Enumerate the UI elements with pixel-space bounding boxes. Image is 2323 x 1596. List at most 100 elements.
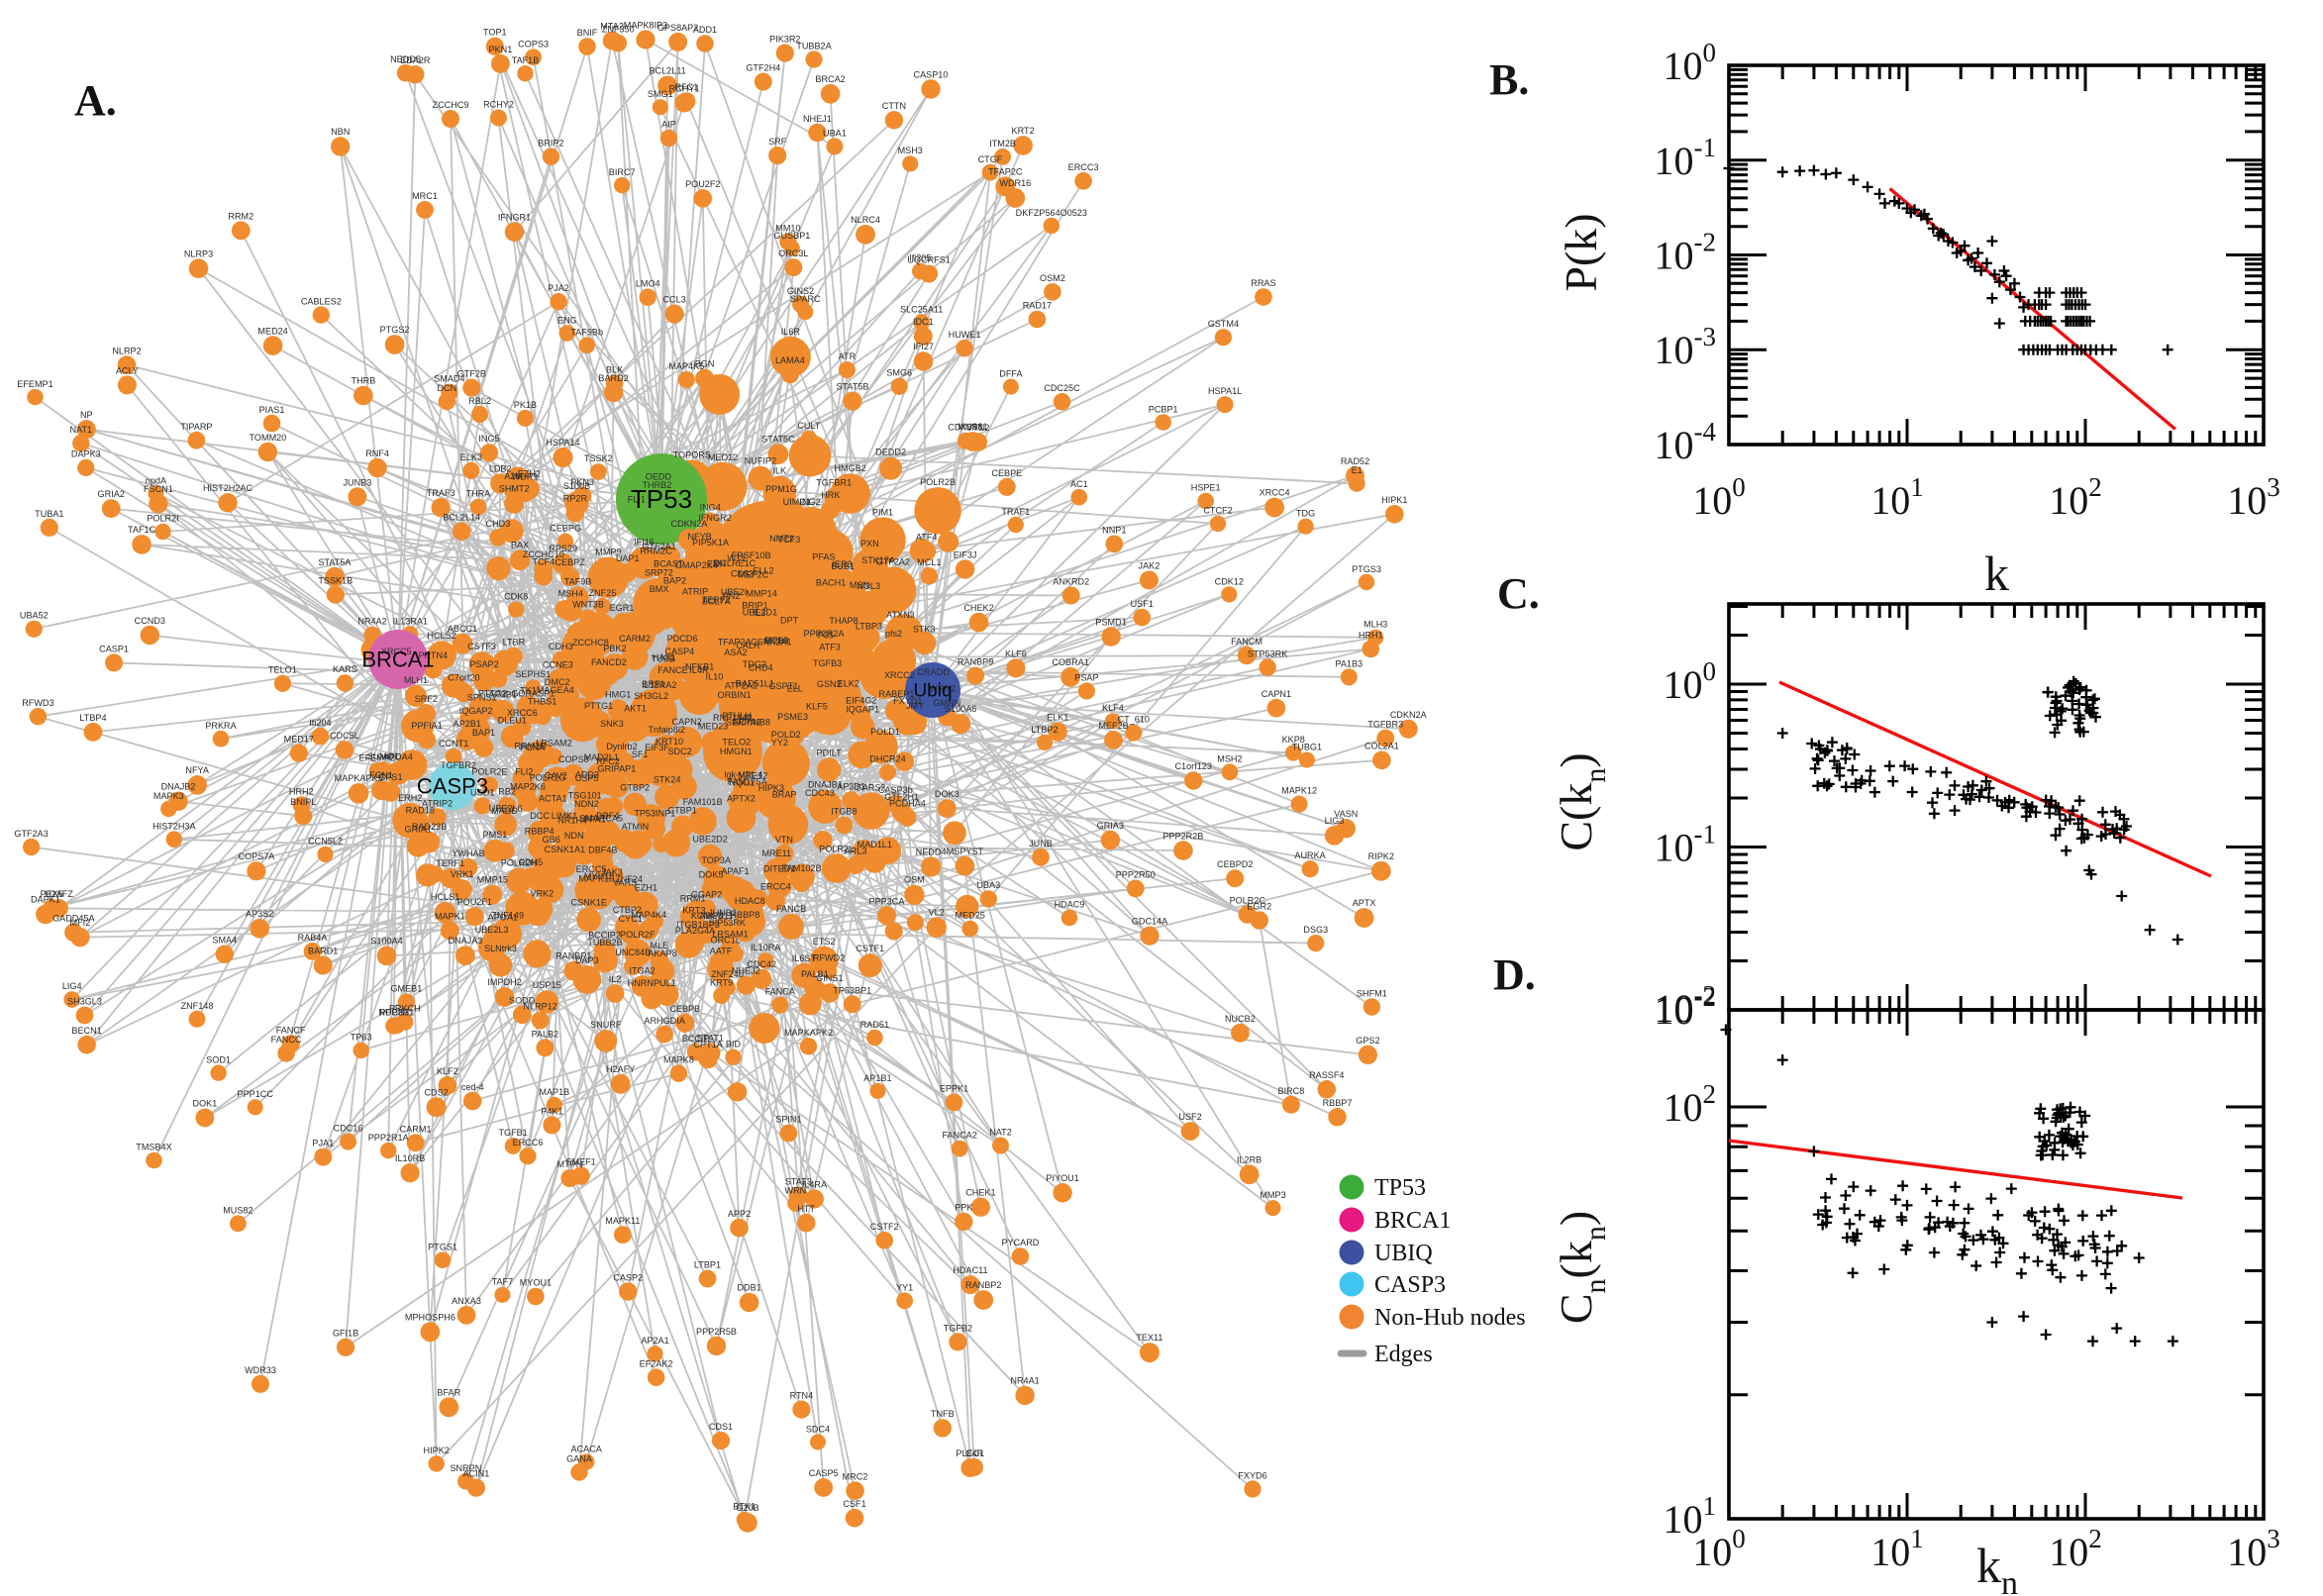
- svg-text:UIMC1: UIMC1: [783, 497, 811, 507]
- svg-text:IFI16: IFI16: [634, 537, 655, 547]
- svg-text:AP2A1: AP2A1: [641, 1336, 668, 1346]
- svg-text:Ifi204: Ifi204: [309, 718, 331, 728]
- svg-text:HSPE1: HSPE1: [1191, 483, 1221, 493]
- svg-text:TELO2: TELO2: [722, 738, 751, 748]
- svg-text:TIPARP: TIPARP: [180, 422, 212, 432]
- svg-text:PPFIA1: PPFIA1: [411, 721, 442, 731]
- svg-text:NMT2: NMT2: [769, 534, 794, 544]
- svg-text:HIPK1: HIPK1: [1381, 495, 1407, 505]
- svg-text:S100A4: S100A4: [370, 937, 402, 947]
- svg-text:ATRIP: ATRIP: [682, 587, 708, 597]
- svg-text:GRIA2: GRIA2: [98, 489, 125, 499]
- svg-text:GTF2H1: GTF2H1: [884, 792, 919, 802]
- svg-text:MMP3: MMP3: [1260, 1190, 1285, 1200]
- svg-text:MAPKAPK5: MAPKAPK5: [335, 773, 383, 783]
- svg-text:EGR1: EGR1: [610, 603, 635, 613]
- svg-text:MLH1: MLH1: [404, 675, 428, 685]
- svg-text:RBBP4: RBBP4: [525, 826, 555, 836]
- svg-text:SLNtrk3: SLNtrk3: [484, 944, 517, 953]
- svg-text:TERF2: TERF2: [702, 595, 731, 605]
- svg-text:UBE2D2: UBE2D2: [692, 835, 727, 845]
- svg-text:FSCN1: FSCN1: [144, 484, 173, 494]
- svg-text:IL4R: IL4R: [689, 665, 709, 675]
- svg-text:UBA3: UBA3: [976, 880, 1000, 890]
- svg-text:GTF2A2: GTF2A2: [876, 557, 910, 567]
- svg-text:BCL2L11: BCL2L11: [649, 66, 685, 76]
- svg-text:UBE2L6: UBE2L6: [489, 804, 523, 814]
- svg-text:RFC2: RFC2: [596, 756, 620, 766]
- svg-text:PPP2R2B: PPP2R2B: [1162, 831, 1203, 841]
- svg-text:RRM2: RRM2: [228, 212, 253, 222]
- svg-text:MMP15: MMP15: [477, 875, 508, 885]
- svg-text:NAT1: NAT1: [70, 425, 93, 435]
- svg-text:WNT3B: WNT3B: [572, 599, 604, 609]
- svg-text:JMY: JMY: [906, 701, 924, 711]
- svg-text:KRT9: KRT9: [710, 977, 733, 987]
- svg-text:STAT5B: STAT5B: [836, 382, 868, 392]
- svg-text:EF2AK2: EF2AK2: [640, 1358, 673, 1368]
- svg-text:PLEC1: PLEC1: [956, 1448, 984, 1458]
- svg-text:PDCD6: PDCD6: [667, 634, 698, 644]
- svg-text:VTN: VTN: [775, 835, 793, 845]
- svg-text:PJA2: PJA2: [548, 283, 569, 293]
- svg-text:ELK3: ELK3: [460, 452, 482, 462]
- svg-text:RANBP1: RANBP1: [556, 951, 591, 961]
- svg-text:MUS82: MUS82: [223, 1205, 252, 1215]
- svg-text:CYC1: CYC1: [619, 914, 643, 924]
- svg-text:MSH4: MSH4: [558, 589, 583, 599]
- svg-text:ATF3: ATF3: [819, 642, 841, 651]
- svg-text:MAP1B: MAP1B: [539, 1087, 569, 1097]
- svg-text:NDN2: NDN2: [574, 799, 599, 809]
- svg-text:ADD1: ADD1: [693, 25, 717, 35]
- svg-text:PIK3R2: PIK3R2: [769, 35, 800, 45]
- svg-text:PCBP1: PCBP1: [1149, 404, 1178, 414]
- svg-text:RAD52: RAD52: [1341, 456, 1369, 466]
- svg-text:POLR2H: POLR2H: [501, 858, 537, 868]
- svg-text:ITGB1BP3: ITGB1BP3: [676, 920, 719, 930]
- svg-text:CASP3: CASP3: [1374, 1272, 1446, 1298]
- svg-text:CEBPZ: CEBPZ: [556, 557, 586, 567]
- svg-text:DFFA: DFFA: [999, 369, 1023, 379]
- svg-text:FANCE: FANCE: [657, 665, 687, 675]
- svg-text:BRCA1: BRCA1: [1374, 1208, 1451, 1234]
- svg-text:LAMA4: LAMA4: [775, 355, 805, 365]
- svg-text:PDILT: PDILT: [817, 748, 843, 757]
- svg-text:POLD2: POLD2: [771, 730, 801, 740]
- svg-text:CSTF3: CSTF3: [467, 642, 496, 651]
- svg-text:PIYOU1: PIYOU1: [1046, 1173, 1078, 1183]
- svg-text:GPS2: GPS2: [1356, 1036, 1379, 1046]
- svg-text:NQO1: NQO1: [729, 777, 755, 787]
- svg-text:ETS2: ETS2: [813, 937, 836, 947]
- svg-text:SF1: SF1: [632, 749, 649, 759]
- svg-text:DBF4B: DBF4B: [588, 845, 617, 854]
- svg-text:BAP1: BAP1: [472, 728, 495, 738]
- svg-text:C1orf123: C1orf123: [1174, 761, 1211, 771]
- svg-text:CCND3: CCND3: [135, 616, 165, 626]
- svg-text:PSAP2: PSAP2: [469, 659, 498, 669]
- svg-text:CSF1: CSF1: [843, 1499, 865, 1509]
- svg-text:EIF3J: EIF3J: [954, 549, 977, 559]
- svg-text:MSPYST: MSPYST: [947, 847, 984, 856]
- svg-text:POLR2C: POLR2C: [1230, 896, 1266, 906]
- svg-text:RFWD2: RFWD2: [813, 953, 845, 963]
- svg-text:UBE2I: UBE2I: [721, 587, 747, 597]
- svg-text:GANA: GANA: [566, 1453, 593, 1463]
- svg-text:TP53: TP53: [631, 484, 692, 514]
- svg-text:ABCB11: ABCB11: [699, 911, 733, 921]
- svg-text:ZNF24: ZNF24: [615, 874, 643, 884]
- svg-text:XRCC5: XRCC5: [381, 647, 412, 656]
- svg-text:WT1: WT1: [727, 553, 746, 563]
- svg-text:HUWE1: HUWE1: [949, 330, 981, 340]
- svg-text:FANCA2: FANCA2: [943, 1131, 977, 1141]
- svg-text:SHMT2: SHMT2: [499, 484, 530, 494]
- svg-text:FLI2: FLI2: [515, 767, 533, 777]
- svg-text:DDB1: DDB1: [737, 1283, 760, 1293]
- svg-text:CEBPB: CEBPB: [669, 1004, 700, 1014]
- svg-text:KRT2: KRT2: [1012, 126, 1035, 136]
- svg-text:CTTN: CTTN: [882, 101, 906, 111]
- svg-text:CTGF: CTGF: [978, 154, 1003, 164]
- svg-text:PPA1: PPA1: [583, 815, 606, 825]
- svg-text:IL10: IL10: [706, 672, 724, 682]
- svg-text:ACTA1: ACTA1: [539, 794, 567, 804]
- svg-text:RFWD3: RFWD3: [22, 698, 53, 708]
